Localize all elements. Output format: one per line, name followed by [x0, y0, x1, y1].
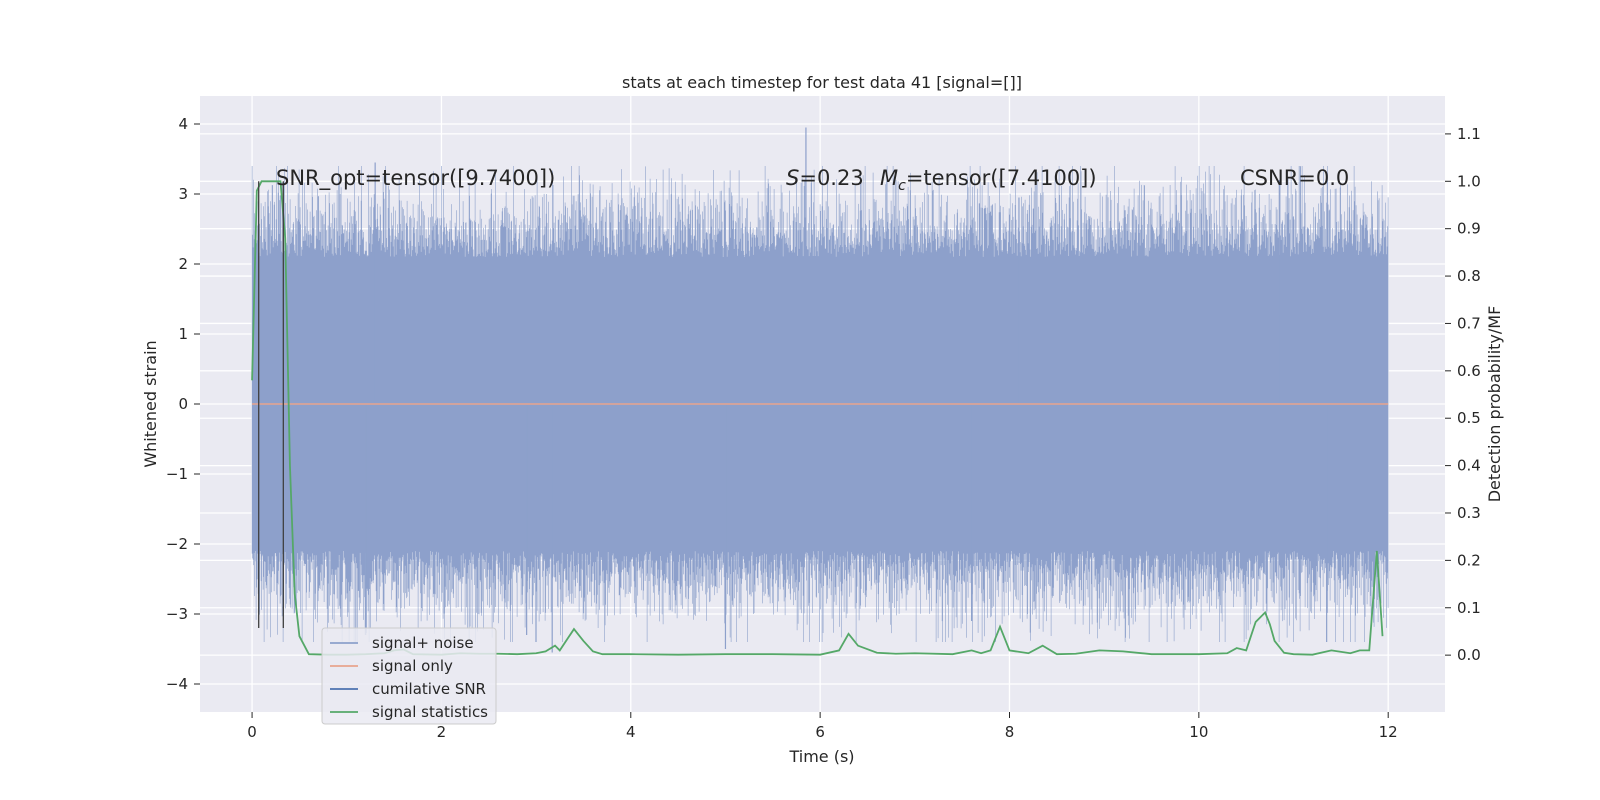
- y2-tick-label: 0.7: [1457, 314, 1481, 332]
- y-tick-label: 1: [178, 325, 188, 343]
- y2-tick-label: 1.1: [1457, 125, 1481, 143]
- legend: signal+ noise signal only cumilative SNR si…: [321, 627, 497, 725]
- legend-label: signal+ noise: [372, 634, 474, 652]
- s-annotation: S=0.23: [786, 166, 864, 190]
- ticks: 0 2 4 6 8 10 12−4−3−2−1012340.00.10.20.30.40.5…: [166, 115, 1481, 741]
- snr-opt-annotation: SNR_opt=tensor([9.7400]): [276, 166, 555, 191]
- y2-tick-label: 1.0: [1457, 172, 1481, 190]
- legend-label: cumilative SNR: [372, 680, 486, 698]
- x-tick-label: 4: [626, 723, 636, 741]
- y-tick-label: −2: [166, 535, 188, 553]
- y2-tick-label: 0.4: [1457, 457, 1481, 475]
- y2-tick-label: 0.1: [1457, 599, 1481, 617]
- y2-tick-label: 0.2: [1457, 551, 1481, 569]
- y-tick-label: −1: [166, 465, 188, 483]
- x-tick-label: 8: [1005, 723, 1015, 741]
- noise-band: [251, 127, 1389, 653]
- y-tick-label: 4: [178, 115, 188, 133]
- y2-tick-label: 0.6: [1457, 362, 1481, 380]
- y2-tick-label: 0.3: [1457, 504, 1481, 522]
- legend-label: signal statistics: [372, 703, 488, 721]
- x-axis-label: Time (s): [788, 747, 854, 766]
- y-axis-label: Whitened strain: [141, 340, 160, 467]
- chart-title: stats at each timestep for test data 41 …: [622, 73, 1022, 92]
- y-tick-label: 3: [178, 185, 188, 203]
- y-tick-label: −3: [166, 605, 188, 623]
- mc-annotation: Mc=tensor([7.4100]): [880, 166, 1097, 194]
- legend-label: signal only: [372, 657, 453, 675]
- y2-tick-label: 0.0: [1457, 646, 1481, 664]
- y-tick-label: 2: [178, 255, 188, 273]
- x-tick-label: 0: [247, 723, 257, 741]
- y-tick-label: −4: [166, 675, 188, 693]
- x-tick-label: 6: [815, 723, 825, 741]
- csnr-annotation: CSNR=0.0: [1240, 166, 1349, 190]
- legend-box: [321, 627, 497, 725]
- x-tick-label: 2: [437, 723, 447, 741]
- x-tick-label: 10: [1189, 723, 1208, 741]
- x-tick-label: 12: [1379, 723, 1398, 741]
- vlines: [258, 181, 284, 628]
- y-tick-label: 0: [178, 395, 188, 413]
- y2-tick-label: 0.8: [1457, 267, 1481, 285]
- y2-tick-label: 0.5: [1457, 409, 1481, 427]
- y2-axis-label: Detection probability/MF: [1485, 306, 1504, 503]
- y2-tick-label: 0.9: [1457, 220, 1481, 238]
